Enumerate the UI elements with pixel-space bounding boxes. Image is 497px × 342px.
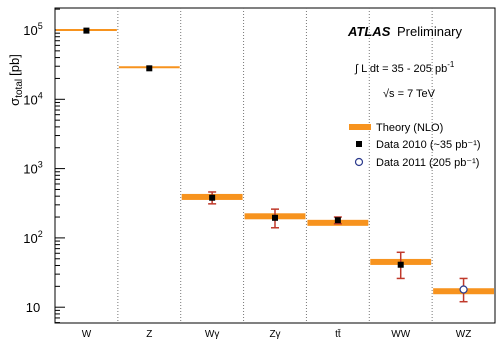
legend-data2010-label: Data 2010 (~35 pb⁻¹) — [376, 139, 481, 151]
preliminary-label: Preliminary — [397, 24, 463, 39]
x-category-label: Wγ — [205, 329, 219, 340]
data-2010-point — [272, 214, 278, 221]
y-tick-label: 10 — [26, 300, 40, 315]
luminosity-label: ∫ L dt = 35 - 205 pb-1 — [354, 60, 455, 75]
legend-data2011-label: Data 2011 (205 pb⁻¹) — [376, 157, 479, 169]
x-category-label: WW — [391, 329, 410, 340]
legend-data2011-marker — [354, 157, 364, 167]
atlas-label: ATLAS — [347, 24, 391, 39]
y-tick-label: 102 — [23, 229, 42, 246]
y-axis-label: σtotal [pb] — [7, 54, 25, 106]
x-category-label: W — [82, 329, 92, 340]
energy-label: √s = 7 TeV — [383, 88, 436, 100]
legend-theory-label: Theory (NLO) — [376, 122, 443, 134]
data-2010-point — [209, 194, 216, 201]
y-tick-label: 104 — [23, 90, 42, 107]
legend-data2010-marker — [356, 141, 362, 147]
svg-text:ATLAS Preliminary: ATLAS Preliminary — [347, 24, 463, 39]
data-2010-point — [146, 65, 153, 72]
legend-theory-swatch — [349, 124, 371, 130]
y-tick-label: 103 — [23, 160, 42, 177]
x-category-label: tt̄ — [335, 328, 341, 340]
legend: Theory (NLO) Data 2010 (~35 pb⁻¹) Data 201… — [349, 122, 481, 169]
y-axis-label-unit: [pb] — [7, 54, 22, 76]
y-tick-label: 105 — [23, 21, 42, 38]
x-category-label: Z — [146, 329, 152, 340]
data-points — [83, 27, 468, 294]
data-2010-point — [397, 261, 404, 268]
x-category-label: Zγ — [269, 329, 280, 340]
y-axis-label-sub: total — [14, 79, 25, 98]
data-2010-point — [334, 217, 341, 224]
plot-frame — [54, 7, 496, 324]
y-axis-label-main: σ — [7, 98, 22, 106]
error-bars — [208, 191, 468, 303]
data-2010-point — [83, 27, 90, 34]
x-category-label: WZ — [456, 329, 472, 340]
x-axis: W Z Wγ Zγ tt̄ WW WZ — [82, 328, 472, 340]
data-2011-point — [459, 285, 468, 294]
annotation-block: ATLAS Preliminary ∫ L dt = 35 - 205 pb-1… — [347, 24, 463, 100]
y-axis: 10 102 103 104 105 — [23, 8, 65, 324]
